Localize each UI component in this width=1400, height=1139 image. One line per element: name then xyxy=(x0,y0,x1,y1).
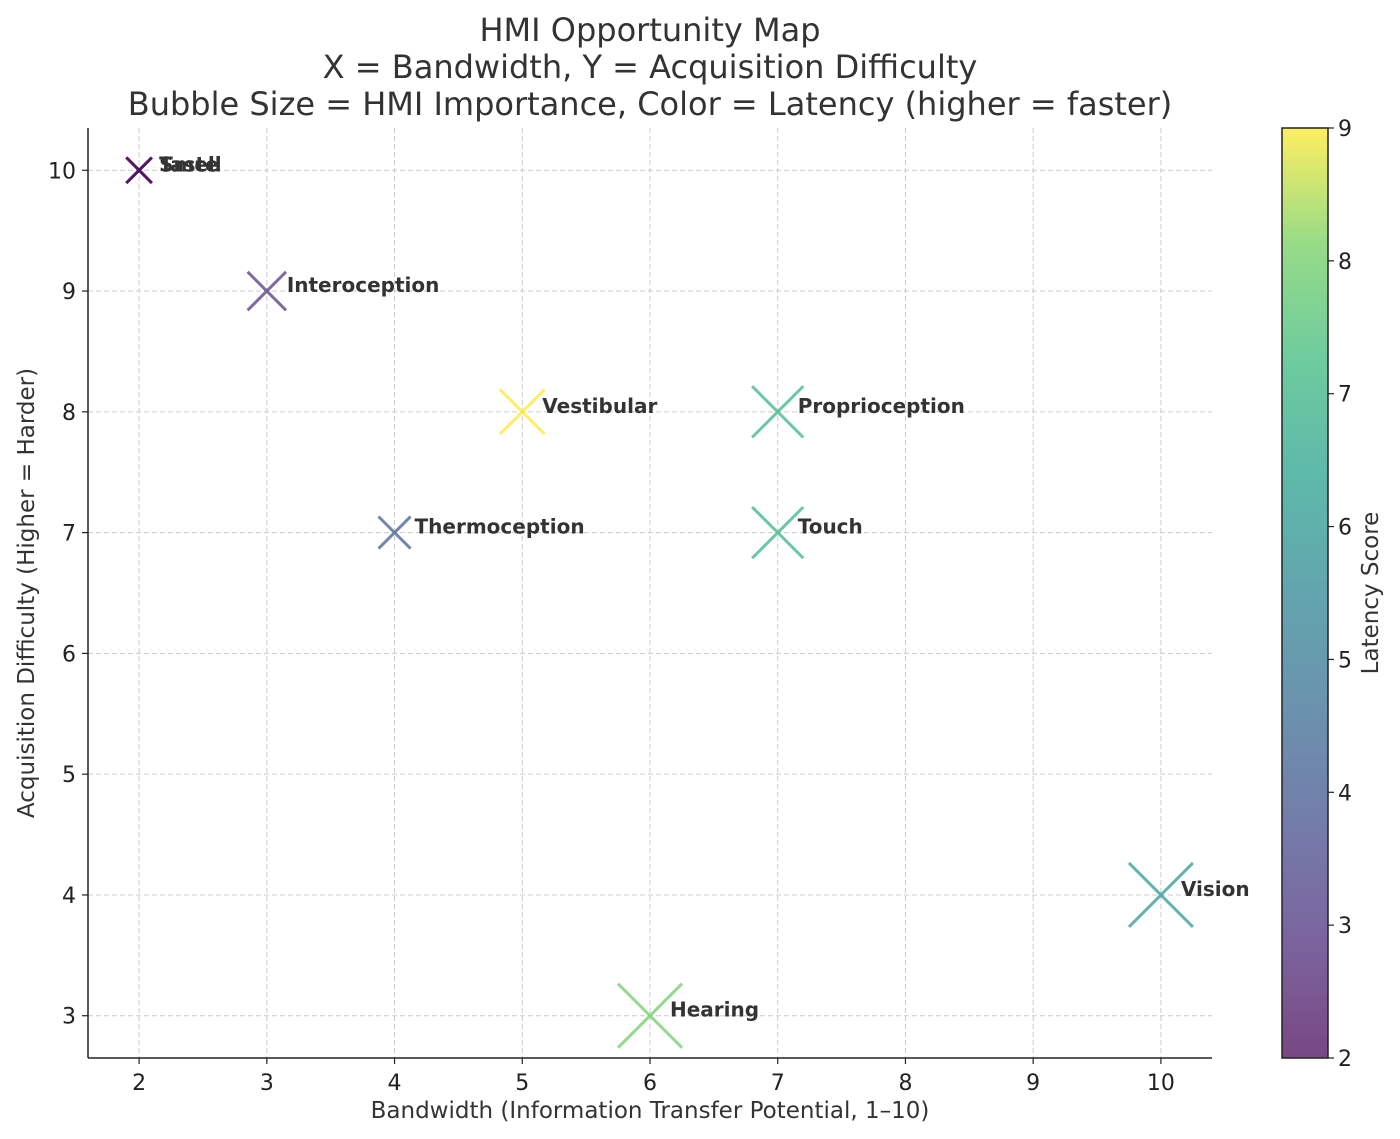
y-tick-label: 3 xyxy=(62,1005,76,1030)
colorbar-tick-label: 3 xyxy=(1338,914,1352,939)
y-axis-ticks: 3 4 5 6 7 8 9 10 xyxy=(48,159,88,1030)
x-tick-label: 9 xyxy=(1026,1071,1040,1096)
x-tick-label: 4 xyxy=(388,1071,402,1096)
y-tick-label: 8 xyxy=(62,401,76,426)
colorbar-tick-label: 2 xyxy=(1338,1047,1352,1072)
y-tick-label: 7 xyxy=(62,522,76,547)
point-label-vestibular: Vestibular xyxy=(542,394,657,418)
colorbar-tick-label: 8 xyxy=(1338,250,1352,275)
y-axis-label: Acquisition Difficulty (Higher = Harder) xyxy=(14,368,40,818)
point-label-thermoception: Thermoception xyxy=(415,515,585,539)
colorbar: 2 3 4 5 6 7 8 9 Latency Score xyxy=(1281,117,1384,1072)
data-point-vision xyxy=(1127,861,1194,929)
x-tick-label: 6 xyxy=(643,1071,657,1096)
data-point-thermoception xyxy=(377,515,412,550)
x-axis-label: Bandwidth (Information Transfer Potentia… xyxy=(371,1098,930,1124)
y-tick-label: 5 xyxy=(62,763,76,788)
point-label-hearing: Hearing xyxy=(670,998,759,1022)
data-points xyxy=(125,156,1194,1049)
chart-title: HMI Opportunity Map X = Bandwidth, Y = A… xyxy=(128,11,1172,123)
x-tick-label: 5 xyxy=(515,1071,529,1096)
data-point-interoception xyxy=(246,270,288,312)
x-axis-ticks: 2 3 4 5 6 7 8 9 10 xyxy=(132,1058,1175,1096)
colorbar-tick-label: 9 xyxy=(1338,117,1352,142)
x-tick-label: 7 xyxy=(771,1071,785,1096)
data-point-hearing xyxy=(616,982,684,1049)
point-label-interoception: Interoception xyxy=(287,273,440,297)
data-point-taste xyxy=(125,156,153,185)
colorbar-tick-label: 4 xyxy=(1338,781,1352,806)
grid-lines xyxy=(88,128,1212,1058)
point-label-proprioception: Proprioception xyxy=(798,394,965,418)
data-point-vestibular xyxy=(498,388,546,436)
point-label-taste: Taste xyxy=(159,152,219,176)
point-label-touch: Touch xyxy=(798,515,863,539)
y-tick-label: 10 xyxy=(48,159,76,184)
colorbar-gradient xyxy=(1281,127,1329,1059)
chart-title-line-2: X = Bandwidth, Y = Acquisition Difficult… xyxy=(323,48,978,86)
data-point-touch xyxy=(751,505,805,560)
colorbar-label: Latency Score xyxy=(1358,512,1384,675)
colorbar-tick-label: 5 xyxy=(1338,648,1352,673)
chart-title-line-3: Bubble Size = HMI Importance, Color = La… xyxy=(128,85,1172,123)
x-tick-label: 8 xyxy=(898,1071,912,1096)
colorbar-tick-label: 7 xyxy=(1338,383,1352,408)
point-label-vision: Vision xyxy=(1181,877,1250,901)
point-labels: Vision Hearing Touch Proprioception Vestibul… xyxy=(159,152,1250,1021)
x-tick-label: 3 xyxy=(260,1071,274,1096)
chart-title-line-1: HMI Opportunity Map xyxy=(479,11,820,49)
x-tick-label: 10 xyxy=(1147,1071,1175,1096)
colorbar-tick-label: 6 xyxy=(1338,516,1352,541)
colorbar-ticks: 2 3 4 5 6 7 8 9 xyxy=(1328,117,1352,1072)
data-point-proprioception xyxy=(751,385,805,439)
x-tick-label: 2 xyxy=(132,1071,146,1096)
point-label-smell: Smell xyxy=(159,152,222,176)
y-tick-label: 4 xyxy=(62,884,76,909)
y-tick-label: 6 xyxy=(62,642,76,667)
y-tick-label: 9 xyxy=(62,280,76,305)
